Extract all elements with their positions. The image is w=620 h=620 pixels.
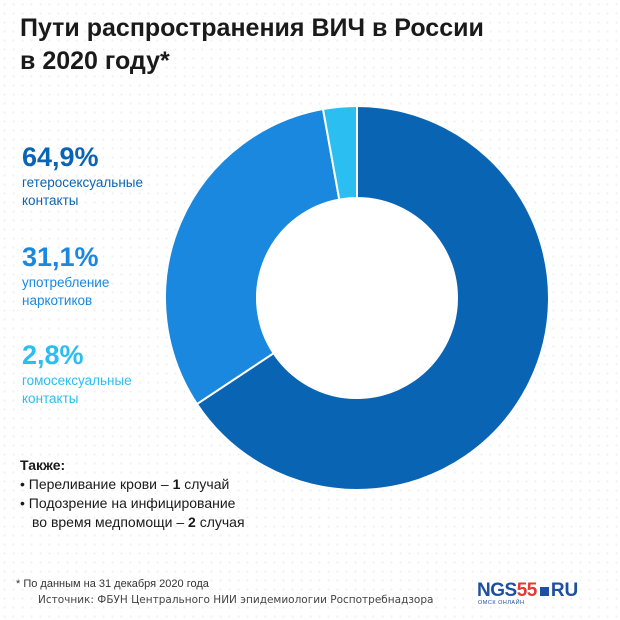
also-line1-suffix: случай <box>180 476 230 492</box>
footnote: * По данным на 31 декабря 2020 года <box>16 578 209 590</box>
donut-slice-heterosexual <box>195 104 550 491</box>
legend-label-drugs-line1: употребление <box>22 275 110 290</box>
legend-label-homosexual-line2: контакты <box>22 391 79 406</box>
logo-subtitle: ОМСК ОНЛАЙН <box>478 600 525 606</box>
donut-slice-homosexual <box>321 104 358 201</box>
legend-label-heterosexual: гетеросексуальные контакты <box>22 174 182 210</box>
logo-ru-text: RU <box>550 580 579 601</box>
legend-item-heterosexual: 64,9% гетеросексуальные контакты <box>22 142 182 210</box>
also-line3-text: во время медпомощи – <box>32 514 189 530</box>
also-line-medical: во время медпомощи – 2 случая <box>20 513 320 532</box>
legend-pct-heterosexual: 64,9% <box>22 142 99 172</box>
logo-square-icon <box>539 586 549 596</box>
legend-label-drugs: употребление наркотиков <box>22 274 182 310</box>
also-line1-text: • Переливание крови – <box>20 476 173 492</box>
also-line-suspicion: • Подозрение на инфицирование <box>20 495 236 511</box>
chart-title-line2: в 2020 году* <box>20 47 170 75</box>
logo-ngs-text: NGS <box>477 580 517 601</box>
legend-label-drugs-line2: наркотиков <box>22 293 93 308</box>
chart-title-line1: Пути распространения ВИЧ в России <box>20 14 484 42</box>
legend-item-homosexual: 2,8% гомосексуальные контакты <box>22 340 182 408</box>
legend-label-homosexual-line1: гомосексуальные <box>22 373 132 388</box>
also-line-transfusion: • Переливание крови – 1 случай <box>20 475 320 494</box>
also-heading: Также: <box>20 457 66 473</box>
source-note: Источник: ФБУН Центрального НИИ эпидемио… <box>38 594 434 606</box>
legend-pct-homosexual: 2,8% <box>22 340 84 370</box>
ngs55-logo: NGS 55 RU <box>477 580 578 602</box>
also-line3-count: 2 <box>188 514 196 530</box>
also-line3-suffix: случая <box>195 514 245 530</box>
also-block: Также: • Переливание крови – 1 случай • … <box>20 456 320 532</box>
legend-item-drugs: 31,1% употребление наркотиков <box>22 242 182 310</box>
legend-label-homosexual: гомосексуальные контакты <box>22 372 182 408</box>
legend-label-heterosexual-line1: гетеросексуальные <box>22 175 143 190</box>
logo-number-text: 55 <box>516 580 538 601</box>
legend-label-heterosexual-line2: контакты <box>22 193 79 208</box>
legend-pct-drugs: 31,1% <box>22 242 99 272</box>
donut-slice-drugs <box>164 107 341 406</box>
chart-title: Пути распространения ВИЧ в России в 2020… <box>20 12 540 78</box>
donut-hole <box>258 199 456 397</box>
also-line1-count: 1 <box>172 476 181 492</box>
